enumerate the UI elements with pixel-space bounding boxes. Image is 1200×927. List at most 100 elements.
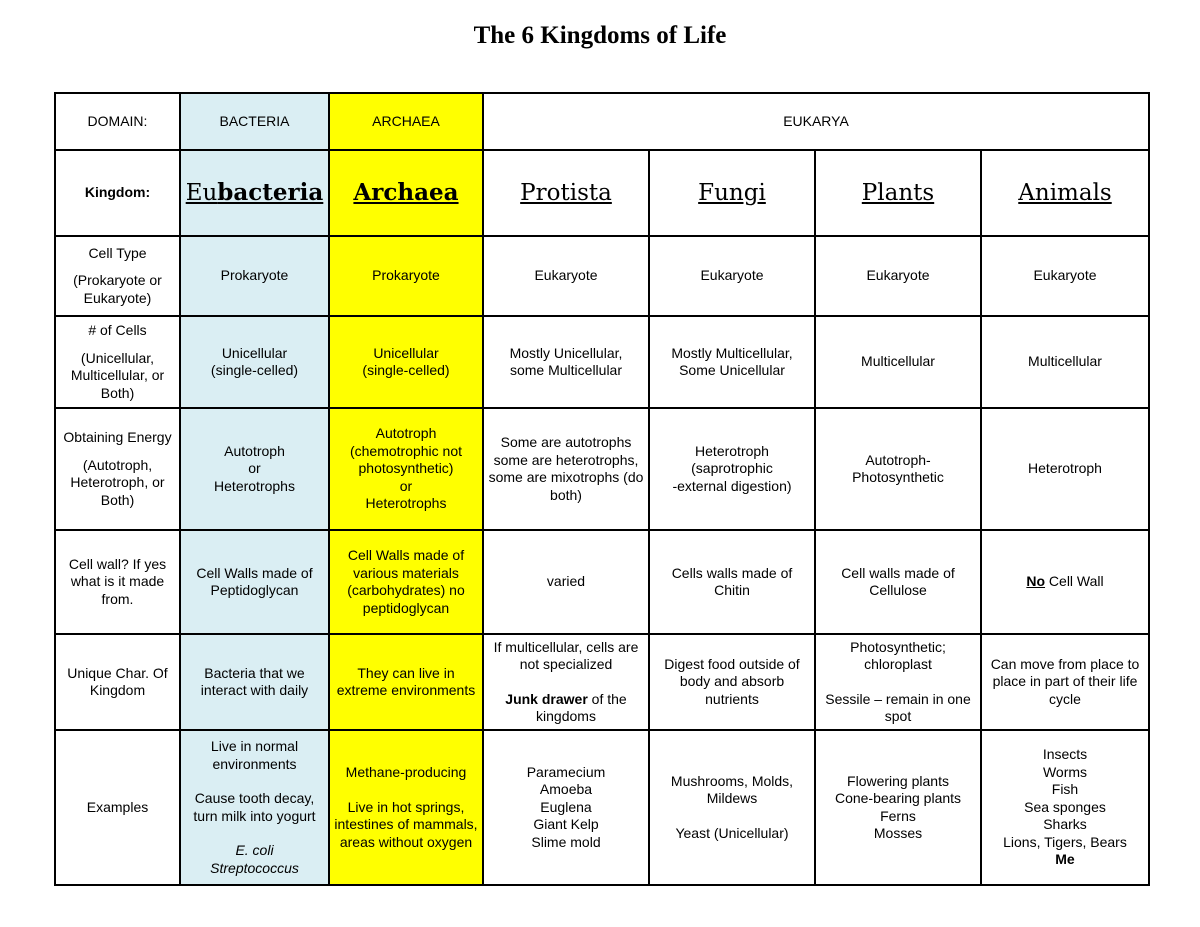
examples-protista: Paramecium Amoeba Euglena Giant Kelp Sli…: [482, 729, 650, 886]
energy-fungi: Heterotroph (saprotrophic -external dige…: [648, 407, 816, 531]
domain-label: DOMAIN:: [54, 92, 181, 151]
text-line: photosynthetic): [358, 460, 454, 477]
text-line: (single-celled): [362, 362, 450, 378]
num-cells-protista: Mostly Unicellular, some Multicellular: [482, 315, 650, 409]
eubacteria-bold: bacteria: [217, 179, 324, 206]
text-line: some Multicellular: [509, 362, 623, 378]
cell-wall-row: Cell wall? If yes what is it made from. …: [54, 529, 1150, 635]
kingdom-plants: Plants: [814, 149, 982, 237]
energy-row: Obtaining Energy (Autotroph, Heterotroph…: [54, 407, 1150, 531]
text-line: Autotroph: [375, 425, 437, 442]
num-cells-fungi: Mostly Multicellular, Some Unicellular: [648, 315, 816, 409]
text-line: Photosynthetic; chloroplast: [850, 638, 946, 673]
cell-type-eubacteria: Prokaryote: [179, 235, 330, 317]
num-cells-eubacteria: Unicellular (single-celled): [179, 315, 330, 409]
num-cells-row: # of Cells (Unicellular, Multicellular, …: [54, 315, 1150, 409]
unique-animals: Can move from place to place in part of …: [980, 633, 1150, 731]
text-line: Heterotroph: [695, 442, 769, 459]
text-line: Mushrooms, Molds, Mildews: [670, 772, 794, 807]
list-item: Sea sponges: [1024, 798, 1106, 815]
kingdom-protista: Protista: [482, 149, 650, 237]
spacer: [488, 674, 644, 691]
cell-type-animals: Eukaryote: [980, 235, 1150, 317]
cell-wall-archaea: Cell Walls made of various materials (ca…: [328, 529, 484, 635]
examples-animals: Insects Worms Fish Sea sponges Sharks Li…: [980, 729, 1150, 886]
text-line: (chemotrophic not: [349, 442, 463, 459]
text-line: Live in normal environments: [210, 738, 299, 772]
spacer: [334, 782, 478, 799]
list-item: Worms: [1042, 763, 1088, 780]
text-line: (single-celled): [210, 362, 299, 378]
domain-eukarya: EUKARYA: [482, 92, 1150, 151]
text-line: Sessile – remain in one spot: [825, 690, 971, 725]
text-line: Autotroph-: [865, 451, 931, 468]
kingdom-eubacteria: Eubacteria: [179, 149, 330, 237]
energy-protista: Some are autotrophs some are heterotroph…: [482, 407, 650, 531]
list-item: Sharks: [1043, 816, 1087, 833]
text-line: Unicellular: [373, 344, 439, 361]
examples-plants: Flowering plants Cone-bearing plants Fer…: [814, 729, 982, 886]
junk-drawer-emphasis: Junk drawer: [505, 690, 588, 707]
animals-name: Animals: [1018, 180, 1112, 206]
kingdom-fungi: Fungi: [648, 149, 816, 237]
fungi-name: Fungi: [698, 180, 766, 206]
text-line: Mostly Unicellular,: [509, 344, 623, 361]
kingdom-animals: Animals: [980, 149, 1150, 237]
list-item: Flowering plants: [847, 772, 949, 789]
list-item: Ferns: [880, 807, 916, 824]
cell-wall-label: Cell wall? If yes what is it made from.: [54, 529, 181, 635]
unique-fungi: Digest food outside of body and absorb n…: [648, 633, 816, 731]
domain-bacteria: BACTERIA: [179, 92, 330, 151]
cell-type-plants: Eukaryote: [814, 235, 982, 317]
text-line: Heterotrophs: [214, 477, 295, 494]
list-item-me: Me: [1055, 851, 1075, 868]
energy-sub: (Autotroph, Heterotroph, or Both): [70, 456, 165, 508]
spacer: [654, 808, 810, 825]
text-line: Autotroph: [224, 442, 285, 459]
no-emphasis: No: [1026, 573, 1046, 590]
text-line: Methane-producing: [345, 764, 467, 780]
energy-label: Obtaining Energy (Autotroph, Heterotroph…: [54, 407, 181, 531]
text-line: (saprotrophic: [691, 460, 773, 477]
examples-label: Examples: [54, 729, 181, 886]
list-item: Mosses: [873, 825, 923, 841]
unique-eubacteria: Bacteria that we interact with daily: [179, 633, 330, 731]
num-cells-label: # of Cells (Unicellular, Multicellular, …: [54, 315, 181, 409]
examples-eubacteria: Live in normal environments Cause tooth …: [179, 729, 330, 886]
energy-plants: Autotroph- Photosynthetic: [814, 407, 982, 531]
kingdom-row: Kingdom: Eubacteria Archaea Protista Fun…: [54, 149, 1150, 237]
num-cells-sub: (Unicellular, Multicellular, or Both): [70, 349, 165, 401]
species-name: Streptococcus: [210, 859, 299, 876]
text-line: Photosynthetic: [852, 469, 944, 485]
unique-protista: If multicellular, cells are not speciali…: [482, 633, 650, 731]
text-line: or: [399, 477, 413, 494]
domain-archaea: ARCHAEA: [328, 92, 484, 151]
text-line: Cause tooth decay, turn milk into yogurt: [193, 790, 316, 824]
text-line: Heterotrophs: [365, 495, 447, 512]
cell-type-protista: Eukaryote: [482, 235, 650, 317]
list-item: Paramecium: [526, 763, 606, 780]
page-title: The 6 Kingdoms of Life: [473, 22, 727, 49]
protista-name: Protista: [520, 180, 612, 206]
list-item: Giant Kelp: [533, 816, 599, 833]
num-cells-title: # of Cells: [88, 322, 147, 338]
kingdom-label: Kingdom:: [54, 149, 181, 237]
text-line: Yeast (Unicellular): [675, 824, 789, 841]
unique-plants: Photosynthetic; chloroplast Sessile – re…: [814, 633, 982, 731]
archaea-name: Archaea: [353, 179, 459, 206]
text-line: of the kingdoms: [536, 690, 627, 725]
examples-archaea: Methane-producing Live in hot springs, i…: [328, 729, 484, 886]
cell-wall-plants: Cell walls made of Cellulose: [814, 529, 982, 635]
kingdom-archaea: Archaea: [328, 149, 484, 237]
text-line: If multicellular, cells are not speciali…: [493, 638, 639, 673]
domain-row: DOMAIN: BACTERIA ARCHAEA EUKARYA: [54, 92, 1150, 151]
energy-archaea: Autotroph (chemotrophic not photosynthet…: [328, 407, 484, 531]
cell-wall-fungi: Cells walls made of Chitin: [648, 529, 816, 635]
cell-type-title: Cell Type: [88, 244, 147, 261]
examples-fungi: Mushrooms, Molds, Mildews Yeast (Unicell…: [648, 729, 816, 886]
text-line: or: [248, 460, 261, 477]
kingdoms-table: DOMAIN: BACTERIA ARCHAEA EUKARYA Kingdom…: [54, 92, 1150, 886]
examples-row: Examples Live in normal environments Cau…: [54, 729, 1150, 886]
cell-wall-rest: Cell Wall: [1045, 573, 1104, 590]
text-line: Some Unicellular: [679, 362, 785, 378]
